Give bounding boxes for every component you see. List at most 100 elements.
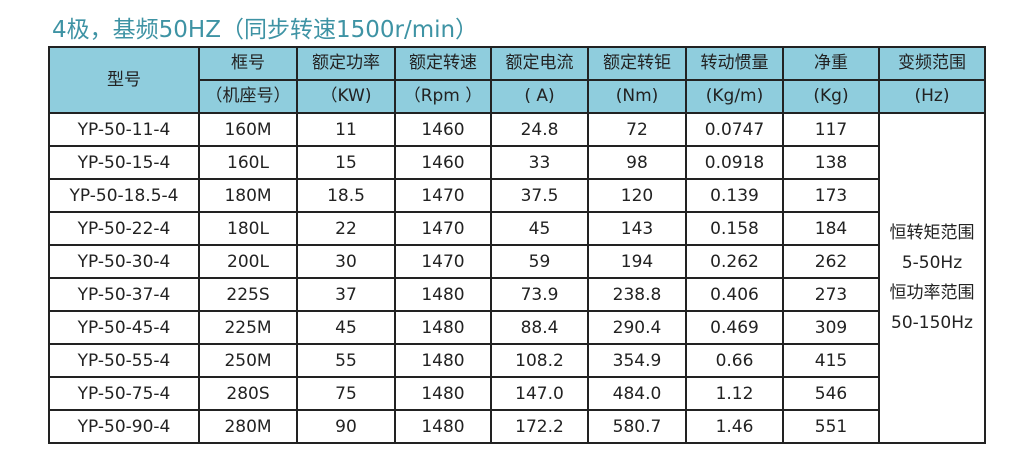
table-cell: 160M (198, 112, 298, 147)
table-row: YP-50-15-4 160L 15 1460 33 98 0.0918 138 (48, 145, 985, 180)
table-cell: 147.0 (490, 376, 589, 411)
table-cell: 11 (296, 112, 396, 147)
header-power: 额定功率 (296, 46, 396, 81)
table-cell: YP-50-75-4 (48, 376, 200, 411)
table-cell: 22 (296, 211, 396, 246)
table-cell: 0.139 (685, 178, 784, 213)
table-cell: 1480 (394, 277, 492, 312)
table-cell: 184 (782, 211, 880, 246)
table-cell: 90 (296, 409, 396, 444)
table-cell: 24.8 (490, 112, 589, 147)
header-weight: 净重 (782, 46, 880, 81)
table-cell: 0.158 (685, 211, 784, 246)
table-cell: 194 (587, 244, 687, 279)
header-torque: 额定转钜 (587, 46, 687, 81)
table-cell: 1470 (394, 178, 492, 213)
table-cell: 1470 (394, 211, 492, 246)
page-title: 4极，基频50HZ（同步转速1500r/min） (52, 17, 479, 43)
table-cell: 1480 (394, 376, 492, 411)
table-cell: 1.12 (685, 376, 784, 411)
table-cell: 59 (490, 244, 589, 279)
freq-range-line: 5-50Hz (901, 253, 963, 273)
table-row: YP-50-18.5-4 180M 18.5 1470 37.5 120 0.139 173 (48, 178, 985, 213)
table-cell: YP-50-30-4 (48, 244, 200, 279)
freq-range-line: 50-150Hz (891, 313, 973, 333)
table-cell: 280S (198, 376, 298, 411)
header-current-unit: ( A) (490, 79, 589, 114)
table-cell: 546 (782, 376, 880, 411)
table-cell: 415 (782, 343, 880, 378)
table-row: YP-50-37-4 225S 37 1480 73.9 238.8 0.406 273 (48, 277, 985, 312)
table-cell: 37 (296, 277, 396, 312)
table-cell: YP-50-55-4 (48, 343, 200, 378)
table-cell: 0.262 (685, 244, 784, 279)
table-cell: 117 (782, 112, 880, 147)
freq-range-line: 恒转矩范围 (889, 223, 975, 243)
table-cell: 1480 (394, 343, 492, 378)
table-cell: 354.9 (587, 343, 687, 378)
table-cell: 98 (587, 145, 687, 180)
table-cell: 238.8 (587, 277, 687, 312)
table-cell: YP-50-90-4 (48, 409, 200, 444)
table-cell: 262 (782, 244, 880, 279)
table-cell: 143 (587, 211, 687, 246)
table-cell: 180M (198, 178, 298, 213)
table-cell: 0.0747 (685, 112, 784, 147)
table-cell: 45 (490, 211, 589, 246)
table-cell: 15 (296, 145, 396, 180)
table-cell: 45 (296, 310, 396, 345)
table-cell: 1470 (394, 244, 492, 279)
header-inertia: 转动惯量 (685, 46, 784, 81)
table-cell: 75 (296, 376, 396, 411)
header-row-1: 型号 框号 额定功率 额定转速 额定电流 额定转钜 转动惯量 净重 变频范围 (48, 46, 986, 114)
header-inertia-unit: (Kg/m) (685, 79, 784, 114)
table-cell: 160L (198, 145, 298, 180)
table-cell: 30 (296, 244, 396, 279)
table-cell: 1480 (394, 409, 492, 444)
table-cell: 484.0 (587, 376, 687, 411)
table-cell: 33 (490, 145, 589, 180)
table-cell: 0.406 (685, 277, 784, 312)
header-weight-unit: (Kg) (782, 79, 880, 114)
header-speed-unit: （Rpm ） (394, 79, 492, 114)
table-cell: 180L (198, 211, 298, 246)
header-frame: 框号 (198, 46, 298, 81)
header-freq-unit: (Hz) (878, 79, 986, 114)
table-cell: 37.5 (490, 178, 589, 213)
table-cell: 309 (782, 310, 880, 345)
table-cell: 108.2 (490, 343, 589, 378)
header-model: 型号 (48, 46, 200, 114)
table-cell: 172.2 (490, 409, 589, 444)
freq-range-line: 恒功率范围 (889, 283, 975, 303)
table-cell: 120 (587, 178, 687, 213)
table-cell: 1.46 (685, 409, 784, 444)
table-cell: YP-50-11-4 (48, 112, 200, 147)
table-cell: 55 (296, 343, 396, 378)
table-cell: 73.9 (490, 277, 589, 312)
header-row-2: （机座号） （KW) （Rpm ） ( A) (Nm) (Kg/m) (Kg) … (49, 79, 986, 114)
table-row: YP-50-75-4 280S 75 1480 147.0 484.0 1.12 546 (48, 376, 985, 411)
table-cell: 138 (782, 145, 880, 180)
table-cell: 250M (198, 343, 298, 378)
table-row: YP-50-11-4 160M 11 1460 24.8 72 0.0747 117 恒转矩范围… (48, 112, 986, 444)
table-cell: 88.4 (490, 310, 589, 345)
header-torque-unit: (Nm) (587, 79, 687, 114)
table-cell: 1460 (394, 112, 492, 147)
table-cell: YP-50-45-4 (48, 310, 200, 345)
table-cell: 200L (198, 244, 298, 279)
table-row: YP-50-45-4 225M 45 1480 88.4 290.4 0.469 309 (48, 310, 985, 345)
table-cell: 551 (782, 409, 880, 444)
table-cell: YP-50-22-4 (48, 211, 200, 246)
table-cell: 290.4 (587, 310, 687, 345)
table-cell: 580.7 (587, 409, 687, 444)
motor-spec-table: 型号 框号 额定功率 额定转速 额定电流 额定转钜 转动惯量 净重 变频范围 （… (48, 46, 986, 444)
table-cell: 1460 (394, 145, 492, 180)
table-row: YP-50-90-4 280M 90 1480 172.2 580.7 1.46 551 (48, 409, 985, 444)
table-cell: 225M (198, 310, 298, 345)
table-cell: YP-50-15-4 (48, 145, 200, 180)
table-cell: 72 (587, 112, 687, 147)
table-cell: 18.5 (296, 178, 396, 213)
table-cell: YP-50-37-4 (48, 277, 200, 312)
table-cell: 0.469 (685, 310, 784, 345)
table-row: YP-50-22-4 180L 22 1470 45 143 0.158 184 (48, 211, 985, 246)
